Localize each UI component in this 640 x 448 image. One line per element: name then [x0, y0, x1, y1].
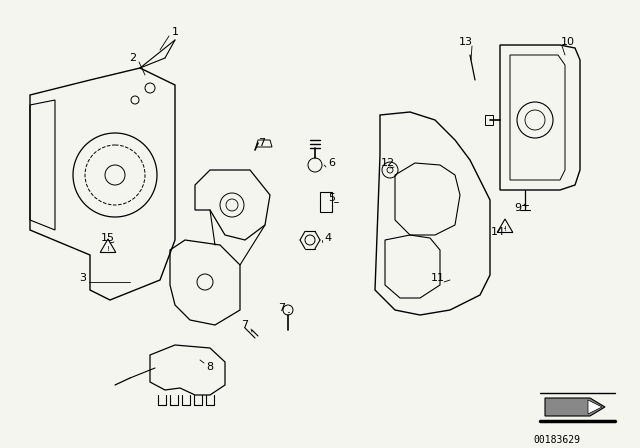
Text: 7: 7 [278, 303, 285, 313]
Bar [485, 115, 493, 125]
Text: 14: 14 [491, 227, 505, 237]
Text: 6: 6 [328, 158, 335, 168]
Text: 10: 10 [561, 37, 575, 47]
Polygon shape [588, 400, 602, 414]
Text: 3: 3 [79, 273, 86, 283]
Text: 11: 11 [431, 273, 445, 283]
Bar [320, 192, 332, 212]
Text: 13: 13 [459, 37, 473, 47]
Text: !: ! [107, 246, 109, 252]
Text: 2: 2 [129, 53, 136, 63]
Text: 7: 7 [259, 138, 266, 148]
Text: 8: 8 [207, 362, 214, 372]
Text: 15: 15 [101, 233, 115, 243]
Text: 1: 1 [172, 27, 179, 37]
Text: !: ! [504, 226, 506, 232]
Polygon shape [545, 398, 605, 416]
Text: 9: 9 [515, 203, 522, 213]
Text: 7: 7 [241, 320, 248, 330]
Text: 4: 4 [324, 233, 332, 243]
Text: 00183629: 00183629 [534, 435, 580, 445]
Text: 12: 12 [381, 158, 395, 168]
Text: 5: 5 [328, 193, 335, 203]
